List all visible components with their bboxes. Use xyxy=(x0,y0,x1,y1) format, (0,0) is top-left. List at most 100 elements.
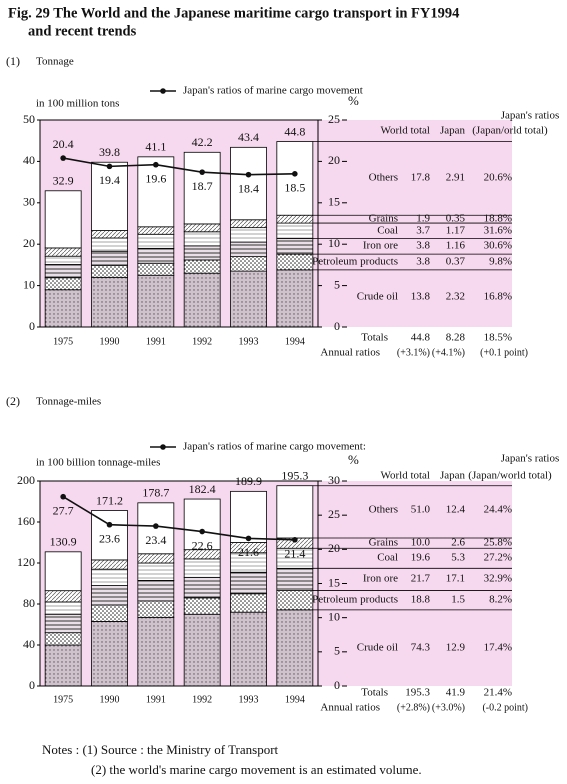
ratio-label: 20.4 xyxy=(53,137,74,151)
row-label: Crude oil xyxy=(357,642,398,654)
bar-segment xyxy=(183,272,221,328)
table-cell: 20.6% xyxy=(484,172,512,184)
bar-segment xyxy=(230,146,267,221)
x-tick-label: 1975 xyxy=(53,694,73,705)
table-cell: 17.4% xyxy=(484,642,512,654)
table-cell: 2.6 xyxy=(451,537,465,549)
ratio-label: 23.6 xyxy=(99,531,120,545)
total-label: 44.8 xyxy=(284,124,305,138)
bar-segment xyxy=(183,613,221,687)
ratio-marker xyxy=(199,528,205,535)
row-label: Iron ore xyxy=(363,240,398,252)
table-cell: 8.2% xyxy=(489,594,512,606)
bar-segment xyxy=(230,219,267,229)
subtitle: Tonnage xyxy=(36,56,74,68)
section-label: (1) xyxy=(6,54,20,68)
total-label: 43.4 xyxy=(238,130,259,144)
y2-tick-label: 5 xyxy=(334,644,340,658)
title: Fig. 29 The World and the Japanese marit… xyxy=(8,5,459,21)
y2-tick-label: 30 xyxy=(328,473,340,487)
bar-segment xyxy=(44,644,82,687)
bar-segment xyxy=(44,247,82,257)
bar-segment xyxy=(137,247,175,264)
table-header: Japan xyxy=(440,470,466,482)
totals-cell: 8.28 xyxy=(446,332,466,344)
y-axis-label: in 100 billion tonnage-miles xyxy=(36,457,160,469)
bar-segment xyxy=(137,233,175,249)
table-header: Japan's ratios xyxy=(501,110,560,122)
bar-segment xyxy=(137,562,175,581)
bar-segment xyxy=(91,230,128,239)
totals-cell: 21.4% xyxy=(484,687,512,699)
table-cell: 31.6% xyxy=(484,225,512,237)
x-tick-label: 1990 xyxy=(100,694,120,705)
bar-segment xyxy=(276,222,314,239)
ratio-label: 18.4 xyxy=(238,181,259,195)
x-tick-label: 1992 xyxy=(192,336,212,347)
table-cell: 24.4% xyxy=(484,504,512,516)
row-label: Petroleum products xyxy=(312,594,398,606)
bar-segment xyxy=(183,231,221,247)
bar-segment xyxy=(183,259,221,274)
annual-label: Annual ratios xyxy=(320,347,380,359)
bar-segment xyxy=(137,274,175,328)
annual-cell: (+4.1%) xyxy=(432,347,465,358)
bar-segment xyxy=(276,238,314,255)
y2-axis-label: % xyxy=(348,452,359,467)
ratio-label: 21.6 xyxy=(238,545,259,559)
section-label: (2) xyxy=(6,394,20,408)
x-tick-label: 1993 xyxy=(239,694,259,705)
bar-segment xyxy=(230,270,267,328)
x-tick-label: 1994 xyxy=(285,336,305,347)
bar-segment xyxy=(44,551,82,592)
x-tick-label: 1993 xyxy=(239,336,259,347)
bar-segment xyxy=(183,245,221,261)
bar-segment xyxy=(230,490,267,543)
y-tick-label: 10 xyxy=(23,277,35,291)
table-header: Japan xyxy=(440,125,466,137)
bar-segment xyxy=(137,600,175,618)
ratio-label: 18.5 xyxy=(284,181,305,195)
table-cell: 51.0 xyxy=(411,504,431,516)
x-tick-label: 1994 xyxy=(285,694,305,705)
table-cell: 16.8% xyxy=(484,291,512,303)
x-tick-label: 1992 xyxy=(192,694,212,705)
bar-segment xyxy=(91,264,128,278)
y-tick-label: 40 xyxy=(23,637,35,651)
annual-label: Annual ratios xyxy=(320,702,380,714)
table-cell: 13.8 xyxy=(411,291,431,303)
ratio-marker xyxy=(153,523,159,529)
y-tick-label: 50 xyxy=(23,112,35,126)
table-cell: 3.7 xyxy=(416,225,430,237)
total-label: 39.8 xyxy=(99,145,120,159)
row-label: Coal xyxy=(377,225,398,237)
totals-label: Totals xyxy=(361,332,388,344)
x-tick-label: 1975 xyxy=(53,336,73,347)
table-cell: 2.32 xyxy=(446,291,465,303)
row-label: Others xyxy=(369,172,398,184)
y2-tick-label: 25 xyxy=(328,507,340,521)
y2-axis-label: % xyxy=(348,93,359,108)
ratio-label: 23.4 xyxy=(145,533,166,547)
ratio-label: 27.7 xyxy=(53,503,74,517)
bar-segment xyxy=(183,597,221,615)
table-cell: 0.35 xyxy=(446,213,466,225)
table-cell: 18.8% xyxy=(484,213,512,225)
ratio-marker xyxy=(60,493,66,500)
ratio-label: 22.6 xyxy=(192,538,213,552)
row-label: Others xyxy=(369,504,398,516)
bar-segment xyxy=(276,269,314,328)
x-tick-label: 1991 xyxy=(146,694,166,705)
bar-segment xyxy=(276,253,314,271)
table-cell: 19.6 xyxy=(411,552,431,564)
y2-tick-label: 15 xyxy=(328,195,340,209)
total-label: 32.9 xyxy=(53,174,74,188)
ratio-label: 19.6 xyxy=(145,171,166,185)
table-cell: 30.6% xyxy=(484,240,512,252)
table-cell: 3.8 xyxy=(416,240,430,252)
y-tick-label: 120 xyxy=(17,555,35,569)
totals-cell: 195.3 xyxy=(405,687,430,699)
bar-segment xyxy=(44,277,82,291)
totals-cell: 44.8 xyxy=(411,332,431,344)
y-tick-label: 20 xyxy=(23,236,35,250)
